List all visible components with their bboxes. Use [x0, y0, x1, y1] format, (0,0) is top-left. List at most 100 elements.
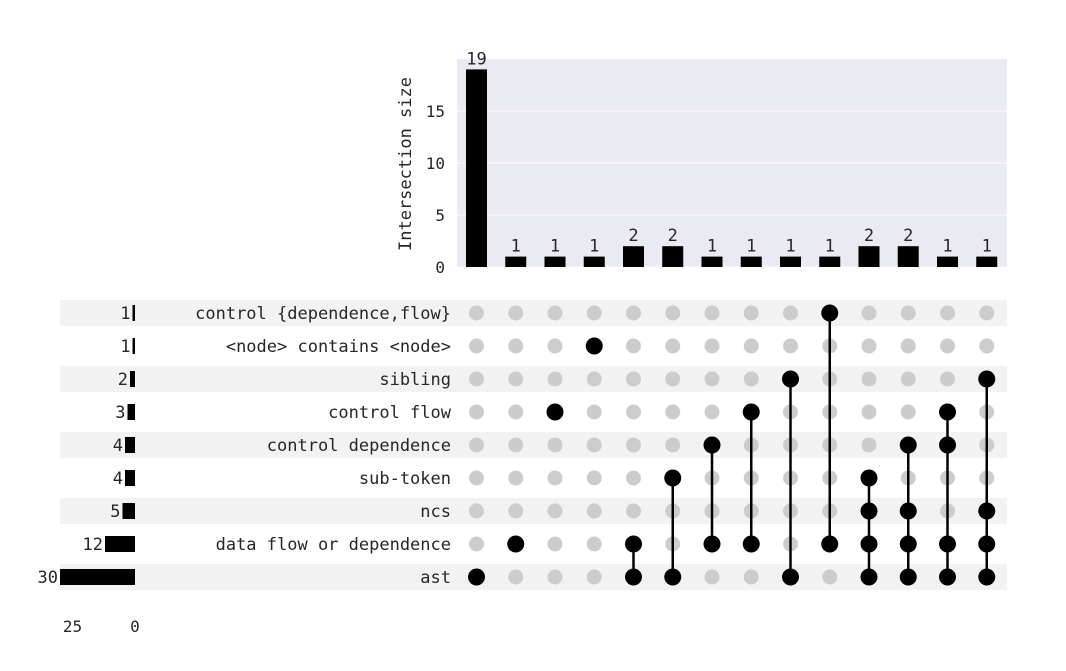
intersection-bar	[701, 256, 723, 267]
matrix-dot-inactive	[508, 371, 524, 387]
matrix-dot-active	[899, 535, 917, 553]
matrix-dot-inactive	[822, 569, 838, 585]
matrix-dot-inactive	[861, 371, 877, 387]
matrix-dot-inactive	[861, 338, 877, 354]
matrix-dot-inactive	[665, 437, 681, 453]
matrix-dot-inactive	[940, 371, 955, 387]
matrix-dot-inactive	[508, 404, 524, 420]
set-size-tick-label: 0	[130, 617, 140, 636]
matrix-dot-active	[939, 436, 956, 454]
matrix-dot-inactive	[783, 305, 798, 321]
set-size-value: 1	[120, 337, 130, 357]
matrix-dot-inactive	[743, 305, 759, 321]
intersection-value-label: 1	[550, 237, 560, 257]
intersection-y-ticks: 0 5 10 15	[426, 102, 445, 277]
matrix-dot-active	[664, 568, 682, 586]
matrix-dot-inactive	[508, 569, 524, 585]
set-size-bar	[130, 371, 135, 387]
intersection-y-label: Intersection size	[396, 77, 416, 251]
matrix-dot-inactive	[508, 338, 524, 354]
matrix-dot-inactive	[783, 338, 798, 354]
matrix-dot-inactive	[586, 437, 602, 453]
matrix-dot-inactive	[743, 371, 759, 387]
matrix-dot-active	[899, 502, 917, 520]
matrix-dot-inactive	[469, 470, 484, 486]
set-label: sub-token	[359, 469, 451, 489]
y-tick-label: 15	[426, 102, 445, 121]
matrix-dot-inactive	[940, 305, 955, 321]
matrix-dot-active	[899, 436, 917, 454]
matrix-dot-inactive	[586, 371, 602, 387]
matrix-dot-active	[978, 568, 996, 586]
matrix-dot-inactive	[743, 338, 759, 354]
matrix-dot-inactive	[861, 437, 877, 453]
set-size-bar	[125, 437, 135, 453]
y-tick-label: 10	[426, 154, 445, 173]
matrix-dot-inactive	[743, 569, 759, 585]
intersection-value-label: 1	[982, 237, 992, 257]
matrix-dot-active	[860, 502, 878, 520]
set-label: sibling	[379, 370, 451, 390]
matrix-dot-active	[782, 568, 799, 586]
intersection-value-label: 1	[707, 237, 717, 257]
intersection-bar	[819, 256, 841, 267]
intersection-value-label: 19	[466, 49, 486, 69]
set-size-bar	[122, 503, 135, 519]
matrix-dot-inactive	[900, 338, 916, 354]
intersection-bar	[976, 256, 998, 267]
matrix-dot-inactive	[665, 371, 681, 387]
intersection-bar	[583, 256, 605, 267]
matrix-dot-inactive	[626, 437, 641, 453]
matrix-dot-inactive	[547, 338, 563, 354]
matrix-dot-inactive	[704, 569, 720, 585]
matrix-dot-inactive	[469, 371, 484, 387]
intersection-bar	[544, 256, 566, 267]
set-label: control flow	[328, 403, 452, 423]
matrix-dot-inactive	[508, 503, 524, 519]
set-size-bar	[132, 338, 135, 354]
intersection-bar	[740, 256, 762, 267]
intersection-value-label: 2	[628, 226, 638, 246]
y-tick-label: 5	[435, 206, 445, 225]
matrix-dot-inactive	[586, 404, 602, 420]
matrix-dot-active	[978, 535, 996, 553]
set-size-value: 1	[120, 304, 130, 324]
matrix-dot-inactive	[861, 305, 877, 321]
matrix-dot-inactive	[626, 305, 641, 321]
matrix-dot-inactive	[469, 536, 484, 552]
matrix-dot-active	[860, 568, 878, 586]
matrix-dot-inactive	[900, 371, 916, 387]
set-labels: control {dependence,flow} <node> contains…	[195, 304, 452, 588]
matrix-dot-active	[899, 568, 917, 586]
set-size-bar	[127, 404, 135, 420]
matrix-dot-inactive	[547, 470, 563, 486]
matrix-dot-inactive	[900, 404, 916, 420]
matrix-dot-active	[703, 535, 721, 553]
set-size-bar	[60, 569, 135, 585]
matrix-dot-active	[507, 535, 525, 553]
set-size-value: 2	[118, 370, 128, 390]
matrix-dot-inactive	[704, 338, 720, 354]
row-stripe	[60, 564, 1007, 590]
set-size-value: 4	[113, 436, 123, 456]
matrix-dot-inactive	[586, 569, 602, 585]
matrix-dot-inactive	[508, 470, 524, 486]
set-size-tick-label: 25	[63, 617, 82, 636]
matrix-dot-inactive	[469, 503, 484, 519]
intersection-bar	[623, 246, 644, 267]
matrix-dot-inactive	[469, 404, 484, 420]
intersection-bar	[662, 246, 684, 267]
matrix-dot-inactive	[547, 569, 563, 585]
intersection-bar	[780, 256, 801, 267]
matrix-dot-inactive	[979, 305, 995, 321]
matrix-dot-active	[585, 337, 603, 355]
matrix-dot-inactive	[547, 503, 563, 519]
set-label: ncs	[420, 502, 451, 522]
matrix-dot-inactive	[508, 305, 524, 321]
set-size-bar	[132, 305, 135, 321]
matrix-dot-active	[939, 568, 956, 586]
matrix-dot-active	[625, 568, 642, 586]
matrix-dot-inactive	[665, 305, 681, 321]
set-size-value: 3	[115, 403, 125, 423]
matrix-dot-active	[821, 304, 839, 322]
